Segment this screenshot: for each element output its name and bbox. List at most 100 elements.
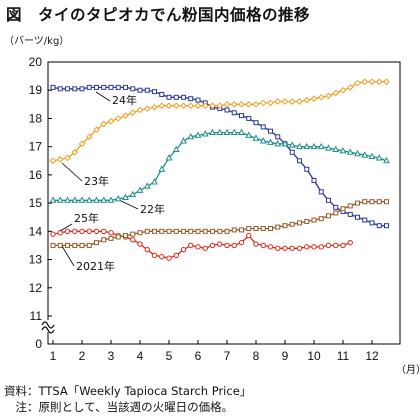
data-point	[347, 203, 353, 209]
data-point	[253, 120, 259, 126]
y-tick-label: 20	[29, 55, 43, 69]
leader-line	[95, 91, 111, 102]
data-point	[165, 102, 173, 110]
data-point	[151, 252, 158, 259]
data-point	[172, 145, 180, 152]
data-point	[346, 84, 354, 91]
x-tick-label: 10	[307, 349, 321, 363]
data-point	[136, 186, 144, 193]
y-tick-label: 13	[29, 253, 43, 267]
data-point	[123, 233, 128, 239]
data-point	[209, 102, 216, 110]
data-point	[369, 199, 375, 205]
y-tick-label: 12	[29, 281, 43, 295]
data-point	[260, 242, 266, 249]
data-point	[288, 98, 296, 105]
data-point	[245, 131, 253, 138]
series-label-3: 22年	[120, 200, 165, 216]
data-point	[49, 196, 57, 203]
data-point	[201, 130, 209, 137]
series-name-label: 23年	[84, 174, 109, 188]
data-point	[297, 158, 302, 164]
data-point	[326, 213, 331, 219]
series-label-2: 23年	[61, 162, 109, 188]
data-point	[201, 102, 209, 110]
data-point	[216, 102, 224, 110]
data-point	[376, 223, 382, 229]
data-point	[383, 78, 390, 86]
data-point	[340, 206, 346, 212]
data-point	[159, 228, 165, 234]
data-point	[137, 230, 143, 236]
data-point	[115, 234, 121, 240]
data-point	[49, 157, 57, 165]
data-point	[144, 228, 150, 234]
data-point	[115, 84, 121, 90]
data-point	[202, 228, 208, 234]
data-point	[143, 105, 151, 112]
data-point	[101, 228, 107, 235]
data-point	[268, 226, 273, 232]
data-point	[173, 228, 179, 234]
data-point	[384, 199, 389, 205]
series-label-1: 24年	[95, 91, 137, 107]
series-name-label: 22年	[140, 202, 165, 216]
data-point	[376, 199, 382, 205]
leader-line	[61, 245, 75, 267]
data-point	[209, 242, 216, 249]
data-point	[188, 228, 194, 234]
data-point	[224, 228, 230, 234]
data-point	[93, 196, 100, 203]
data-point	[223, 128, 231, 136]
data-point	[50, 242, 56, 248]
data-point	[275, 224, 281, 230]
data-point	[303, 96, 311, 104]
data-point	[326, 197, 331, 203]
data-point	[100, 196, 108, 203]
y-tick-label: 14	[29, 224, 43, 238]
data-point	[318, 244, 324, 250]
data-point	[79, 86, 85, 92]
data-point	[136, 106, 144, 114]
data-point	[123, 84, 128, 90]
data-point	[114, 195, 122, 202]
data-point	[297, 220, 302, 226]
axis-break-wave-bottom	[41, 326, 55, 334]
x-tick-label: 9	[282, 349, 289, 363]
chart-series-labels: 24年 23年 22年 25年 2021年	[59, 91, 165, 273]
leader-line	[61, 162, 83, 182]
data-point	[78, 196, 86, 203]
series-label-4: 25年	[59, 211, 99, 232]
data-point	[231, 227, 237, 233]
data-point	[56, 196, 64, 203]
data-point	[274, 139, 282, 147]
data-point	[267, 138, 274, 145]
data-point	[202, 245, 208, 251]
data-point	[333, 210, 339, 216]
data-point	[86, 228, 92, 235]
data-point	[333, 204, 339, 210]
series-name-label: 24年	[112, 93, 137, 107]
source-note: 資料：TTSA「Weekly Tapioca Starch Price」	[4, 384, 252, 398]
data-point	[166, 228, 172, 234]
data-point	[129, 190, 137, 198]
data-point	[340, 242, 346, 249]
data-point	[230, 128, 238, 136]
data-point	[64, 196, 71, 203]
data-point	[375, 78, 383, 86]
chart-series	[49, 78, 390, 261]
x-tick-label: 11	[337, 349, 350, 363]
data-point	[267, 99, 274, 107]
data-point	[129, 109, 137, 117]
data-point	[223, 101, 231, 108]
data-point	[130, 231, 136, 237]
data-point	[296, 142, 303, 150]
data-point	[72, 228, 78, 235]
data-point	[94, 240, 99, 246]
data-point	[93, 126, 100, 134]
y-tick-label: 0	[35, 337, 42, 351]
y-axis-unit-label: （バーツ/kg）	[4, 36, 70, 47]
page-title: 図 タイのタピオカでん粉国内価格の推移	[6, 6, 311, 24]
data-point	[180, 246, 187, 253]
